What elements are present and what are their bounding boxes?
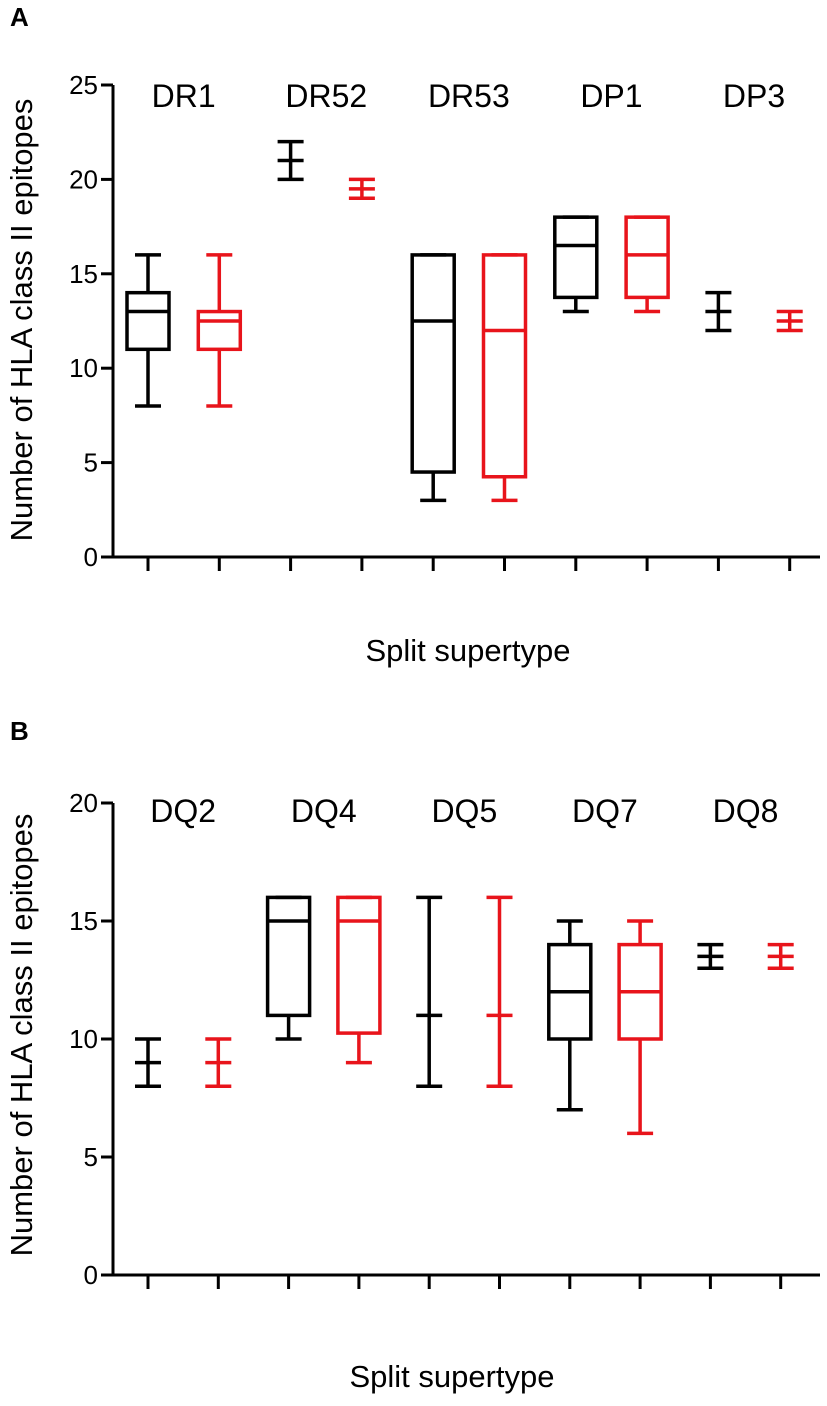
group-label-dq2: DQ2	[150, 793, 216, 829]
box-dq7-black	[547, 919, 593, 1112]
box-dr52-black	[277, 139, 304, 182]
y-tick-label: 25	[69, 70, 98, 100]
y-tick-label: 10	[69, 1024, 98, 1054]
axes: 0 5 10 15 20	[69, 788, 820, 1290]
group-label-dp1: DP1	[580, 78, 642, 114]
y-tick-label: 0	[84, 542, 98, 572]
box-iqr	[481, 253, 528, 479]
group-label-dr1: DR1	[152, 78, 216, 114]
box-iqr	[196, 309, 243, 352]
x-axis-title: Split supertype	[365, 633, 570, 668]
box-dq4-red	[336, 895, 382, 1065]
box-dq8-black	[697, 942, 724, 970]
plot-marks: DQ2 DQ4 DQ5 DQ7 DQ8	[135, 793, 794, 1136]
x-axis-title: Split supertype	[349, 1359, 554, 1394]
box-dq4-black	[265, 895, 312, 1041]
box-dr1-black	[125, 253, 171, 408]
box-dr53-black	[410, 253, 456, 503]
panel-a: A Number of HLA class II epitopes Split …	[4, 2, 820, 668]
y-tick-label: 5	[84, 1142, 98, 1172]
axes: 0 5 10 15 20 25	[69, 70, 820, 572]
y-tick-label: 20	[69, 788, 98, 818]
box-iqr	[336, 895, 382, 1035]
y-tick-label: 15	[69, 906, 98, 936]
box-iqr	[553, 215, 599, 300]
box-dp1-black	[553, 215, 599, 314]
box-dq7-red	[617, 919, 663, 1136]
y-tick-label: 20	[69, 164, 98, 194]
group-label-dq5: DQ5	[431, 793, 497, 829]
group-label-dq8: DQ8	[713, 793, 779, 829]
y-tick-label: 10	[69, 353, 98, 383]
box-dq2-red	[205, 1037, 232, 1088]
box-dr1-red	[196, 253, 243, 408]
box-dp1-red	[624, 215, 670, 314]
box-iqr	[125, 290, 171, 352]
box-dp3-black	[705, 290, 732, 333]
group-label-dp3: DP3	[723, 78, 785, 114]
y-axis-title: Number of HLA class II epitopes	[4, 814, 39, 1257]
y-axis-title: Number of HLA class II epitopes	[4, 99, 39, 542]
group-label-dq7: DQ7	[572, 793, 638, 829]
group-label-dq4: DQ4	[291, 793, 357, 829]
box-dr52-red	[348, 177, 375, 201]
group-label-dr52: DR52	[285, 78, 367, 114]
plot-marks: DR1 DR52 DR53 DP1 DP3	[125, 78, 803, 503]
box-dp3-red	[776, 309, 803, 333]
y-tick-label: 15	[69, 259, 98, 289]
group-label-dr53: DR53	[428, 78, 510, 114]
box-dr53-red	[481, 253, 528, 503]
panel-label: B	[10, 716, 29, 746]
box-iqr	[410, 253, 456, 474]
box-dq5-red	[486, 895, 513, 1088]
box-dq5-black	[416, 895, 443, 1088]
box-iqr	[624, 215, 670, 300]
box-dq2-black	[135, 1037, 161, 1088]
panel-label: A	[10, 2, 29, 32]
box-dq8-red	[767, 942, 794, 970]
box-iqr	[265, 895, 312, 1018]
y-tick-label: 5	[84, 448, 98, 478]
y-tick-label: 0	[84, 1260, 98, 1290]
panel-b: B Number of HLA class II epitopes Split …	[4, 716, 820, 1394]
